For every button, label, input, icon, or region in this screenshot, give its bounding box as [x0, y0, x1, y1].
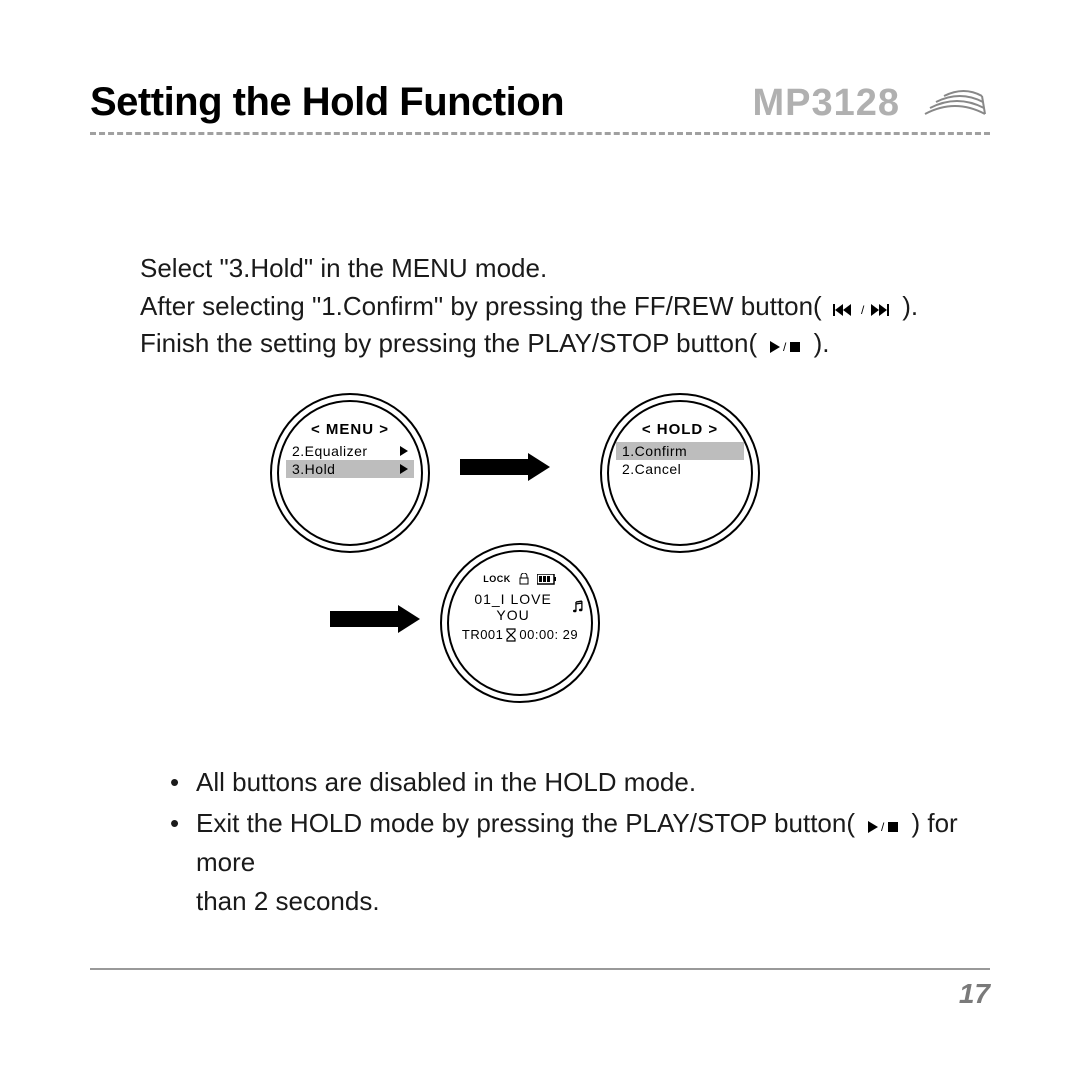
menu-display: < MENU > 2.Equalizer 3.Hold	[270, 393, 430, 553]
play-stop-icon: /	[866, 820, 900, 834]
menu-title: < MENU >	[286, 421, 414, 438]
note-item: Exit the HOLD mode by pressing the PLAY/…	[170, 804, 990, 921]
svg-text:/: /	[861, 303, 865, 317]
player-display: LOCK 01_I LOVE YOU	[440, 543, 600, 703]
pages-icon	[920, 70, 990, 129]
page-number: 17	[959, 978, 990, 1010]
instruction-line-2: After selecting "1.Confirm" by pressing …	[140, 288, 990, 326]
note-item: All buttons are disabled in the HOLD mod…	[170, 763, 990, 802]
model-number: MP3128	[752, 82, 900, 125]
manual-page: Setting the Hold Function MP3128 Select …	[90, 80, 990, 1000]
track-info: TR001 00:00: 29	[456, 627, 584, 642]
music-note-icon	[572, 600, 584, 614]
ff-rew-icon: /	[833, 303, 891, 317]
song-title: 01_I LOVE YOU	[456, 591, 584, 623]
play-stop-icon: /	[768, 340, 802, 354]
hold-display: < HOLD > 1.Confirm 2.Cancel	[600, 393, 760, 553]
diagram: < MENU > 2.Equalizer 3.Hold < HOLD >	[90, 393, 990, 743]
svg-text:/: /	[881, 820, 885, 834]
lock-label: LOCK	[483, 574, 511, 584]
player-status-row: LOCK	[456, 573, 584, 585]
triangle-icon	[400, 446, 408, 456]
instruction-text: Select "3.Hold" in the MENU mode. After …	[140, 250, 990, 363]
triangle-icon	[400, 464, 408, 474]
header-divider	[90, 132, 990, 135]
battery-icon	[537, 574, 557, 585]
arrow-icon	[460, 453, 560, 481]
hourglass-icon	[505, 628, 517, 642]
hold-item-cancel: 2.Cancel	[616, 460, 744, 478]
instruction-line-1: Select "3.Hold" in the MENU mode.	[140, 250, 990, 288]
page-title: Setting the Hold Function	[90, 80, 564, 125]
arrow-icon	[330, 605, 430, 633]
hold-item-confirm: 1.Confirm	[616, 442, 744, 460]
menu-item-hold: 3.Hold	[286, 460, 414, 478]
page-header: Setting the Hold Function MP3128	[90, 80, 990, 140]
footer-divider	[90, 968, 990, 970]
menu-item-equalizer: 2.Equalizer	[286, 442, 414, 460]
instruction-line-3: Finish the setting by pressing the PLAY/…	[140, 325, 990, 363]
svg-text:/: /	[783, 340, 787, 354]
notes-list: All buttons are disabled in the HOLD mod…	[170, 763, 990, 921]
lock-icon	[517, 573, 531, 585]
hold-title: < HOLD >	[616, 421, 744, 438]
